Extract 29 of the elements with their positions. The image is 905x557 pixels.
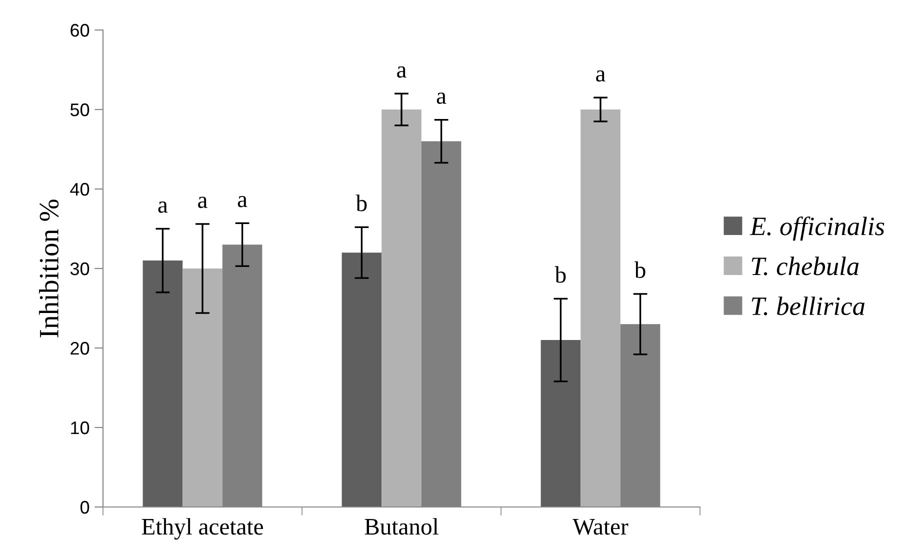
bar — [142, 260, 183, 507]
bar — [540, 340, 581, 507]
y-tick-label: 60 — [70, 24, 90, 37]
y-tick-label: 50 — [70, 103, 90, 116]
bar — [580, 110, 620, 507]
legend-label: T. bellirica — [752, 296, 864, 316]
y-tick-label: 0 — [80, 500, 90, 514]
x-tick-label: Ethyl acetate — [142, 518, 263, 540]
data-label: b — [356, 194, 367, 212]
x-tick-label: Butanol — [364, 518, 438, 535]
y-tick-label: 30 — [70, 262, 90, 276]
legend-label: E. officinalis — [750, 216, 884, 241]
data-label: a — [198, 196, 208, 208]
data-label: b — [554, 266, 566, 283]
y-axis-title: Inhibition % — [38, 200, 59, 338]
data-label: a — [596, 70, 606, 82]
y-tick-label: 40 — [70, 182, 90, 196]
data-label: b — [634, 261, 646, 278]
y-tick-label: 20 — [70, 342, 90, 355]
legend-label: T. chebula — [752, 256, 859, 276]
bar — [182, 268, 222, 507]
bar — [382, 110, 422, 507]
bar — [342, 252, 382, 507]
x-tick-label: Water — [572, 519, 628, 535]
data-label: a — [158, 202, 168, 213]
data-label: a — [436, 92, 446, 104]
y-tick-label: 10 — [71, 421, 90, 434]
data-label: a — [397, 66, 406, 78]
data-label: a — [238, 196, 248, 208]
